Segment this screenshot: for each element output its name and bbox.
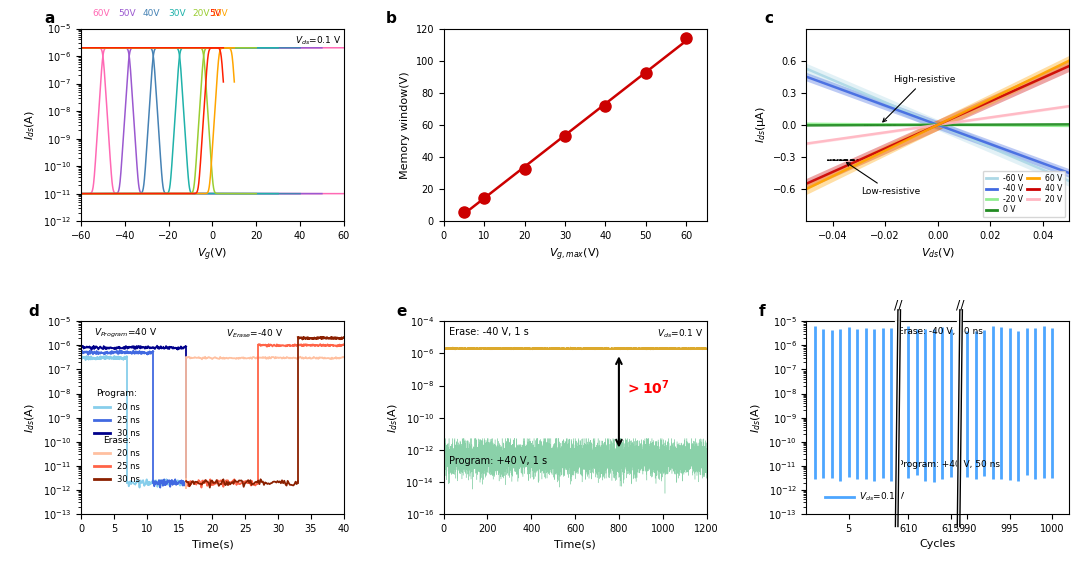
X-axis label: Time(s): Time(s) xyxy=(554,539,596,549)
Text: 50V: 50V xyxy=(118,9,136,18)
Text: e: e xyxy=(396,304,407,319)
Y-axis label: $I_{ds}$(A): $I_{ds}$(A) xyxy=(24,110,37,140)
Bar xyxy=(957,321,962,514)
Text: //: // xyxy=(956,298,964,311)
Text: b: b xyxy=(386,11,396,26)
Text: c: c xyxy=(765,11,773,26)
Text: 20V: 20V xyxy=(192,9,211,18)
Text: Erase: -40 V, 50 ns: Erase: -40 V, 50 ns xyxy=(899,327,983,336)
Text: $V_{Program}$=40 V: $V_{Program}$=40 V xyxy=(94,327,158,340)
Text: $V_{Erase}$=-40 V: $V_{Erase}$=-40 V xyxy=(226,327,283,340)
Bar xyxy=(895,321,901,514)
X-axis label: $V_{g,max}$(V): $V_{g,max}$(V) xyxy=(550,247,600,263)
Text: d: d xyxy=(28,304,39,319)
Y-axis label: Memory window(V): Memory window(V) xyxy=(400,71,410,179)
Text: a: a xyxy=(44,11,55,26)
Text: $V_{ds}$=0.1 V: $V_{ds}$=0.1 V xyxy=(859,490,905,503)
Y-axis label: $I_{ds}$(A): $I_{ds}$(A) xyxy=(24,403,37,433)
Text: High-resistive: High-resistive xyxy=(882,75,956,122)
Text: 10V: 10V xyxy=(212,9,229,18)
Text: $\mathbf{>10^7}$: $\mathbf{>10^7}$ xyxy=(625,379,670,397)
Text: $V_{ds}$=0.1 V: $V_{ds}$=0.1 V xyxy=(295,34,341,47)
Text: $V_{ds}$=0.1 V: $V_{ds}$=0.1 V xyxy=(658,327,704,340)
X-axis label: $V_{ds}$(V): $V_{ds}$(V) xyxy=(920,247,955,260)
Legend: -60 V, -40 V, -20 V, 0 V, 60 V, 40 V, 20 V: -60 V, -40 V, -20 V, 0 V, 60 V, 40 V, 20… xyxy=(983,171,1065,218)
Y-axis label: $I_{ds}$(A): $I_{ds}$(A) xyxy=(387,403,400,433)
Y-axis label: $I_{ds}$(A): $I_{ds}$(A) xyxy=(750,403,762,433)
Text: f: f xyxy=(759,304,766,319)
Text: Low-resistive: Low-resistive xyxy=(847,163,920,196)
Text: 40V: 40V xyxy=(143,9,160,18)
X-axis label: $V_g$(V): $V_g$(V) xyxy=(198,247,228,263)
Text: 60V: 60V xyxy=(92,9,109,18)
Text: 5V: 5V xyxy=(210,9,221,18)
Legend: 20 ns, 25 ns, 30 ns: 20 ns, 25 ns, 30 ns xyxy=(91,432,144,488)
Text: //: // xyxy=(893,298,902,311)
Text: 30V: 30V xyxy=(168,9,186,18)
Y-axis label: $I_{ds}$(μA): $I_{ds}$(μA) xyxy=(754,106,768,143)
X-axis label: Time(s): Time(s) xyxy=(191,539,233,549)
Text: Program: +40 V, 50 ns: Program: +40 V, 50 ns xyxy=(899,460,1000,469)
Text: Program: +40 V, 1 s: Program: +40 V, 1 s xyxy=(449,456,548,466)
X-axis label: Cycles: Cycles xyxy=(920,539,956,549)
Text: Erase: -40 V, 1 s: Erase: -40 V, 1 s xyxy=(449,327,529,337)
